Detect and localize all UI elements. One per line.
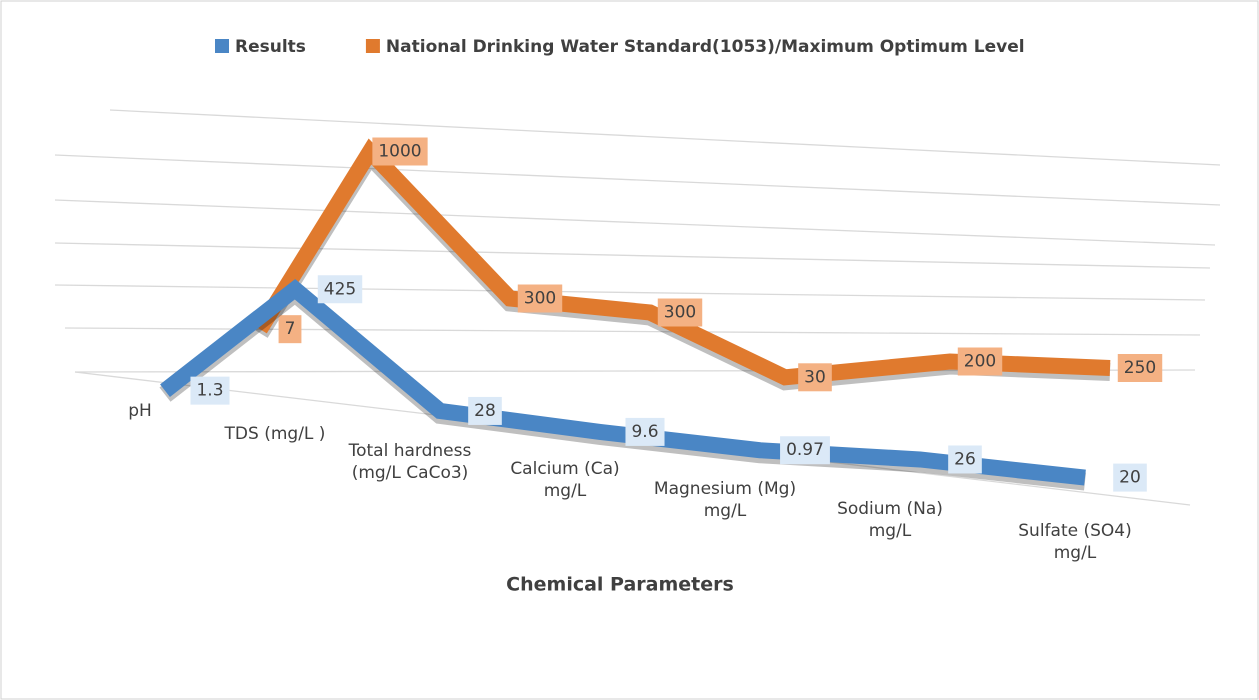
legend-swatch	[365, 39, 380, 53]
data-label: 250	[1124, 358, 1156, 378]
data-label-box	[957, 347, 1003, 376]
data-label: 1000	[378, 142, 421, 162]
x-tick-label: Sulfate (SO4) mg/L	[1018, 521, 1132, 563]
x-tick-label: TDS (mg/L )	[224, 424, 326, 444]
data-label-box	[278, 315, 302, 344]
data-label: 300	[664, 303, 696, 323]
data-label: 28	[474, 401, 496, 421]
data-label-box	[468, 396, 502, 425]
data-label-box	[517, 284, 563, 313]
data-label: 1.3	[196, 381, 223, 401]
data-label-box	[657, 298, 703, 327]
legend-label: National Drinking Water Standard(1053)/M…	[386, 37, 1025, 57]
data-label-box	[948, 445, 982, 474]
x-tick-label: Total hardness (mg/L CaCo3)	[348, 441, 472, 483]
data-label-box	[1117, 354, 1163, 382]
x-tick-label: Magnesium (Mg) mg/L	[653, 479, 797, 521]
x-tick-label: pH	[128, 401, 152, 421]
data-label-box	[317, 275, 363, 304]
data-label: 300	[524, 289, 556, 309]
data-label: 9.6	[631, 422, 658, 442]
x-axis-title: Chemical Parameters	[506, 574, 734, 596]
data-label-box	[372, 137, 428, 166]
data-label: 7	[285, 319, 296, 339]
data-label-box	[1113, 463, 1147, 492]
data-label-box	[798, 363, 832, 392]
data-label: 425	[324, 279, 356, 299]
data-label: 26	[954, 449, 976, 469]
data-label: 200	[964, 352, 996, 372]
series-line	[253, 138, 1111, 386]
series-line	[160, 278, 1086, 486]
data-label: 20	[1119, 468, 1141, 488]
data-label: 30	[804, 367, 826, 387]
data-label: 0.97	[786, 440, 824, 460]
data-label-box	[625, 417, 665, 446]
x-tick-label: Calcium (Ca) mg/L	[510, 459, 620, 501]
legend-label: Results	[235, 37, 306, 57]
legend-swatch	[215, 39, 229, 53]
data-label-box	[190, 376, 230, 405]
x-tick-label: Sodium (Na) mg/L	[837, 499, 943, 541]
data-label-box	[780, 436, 830, 465]
